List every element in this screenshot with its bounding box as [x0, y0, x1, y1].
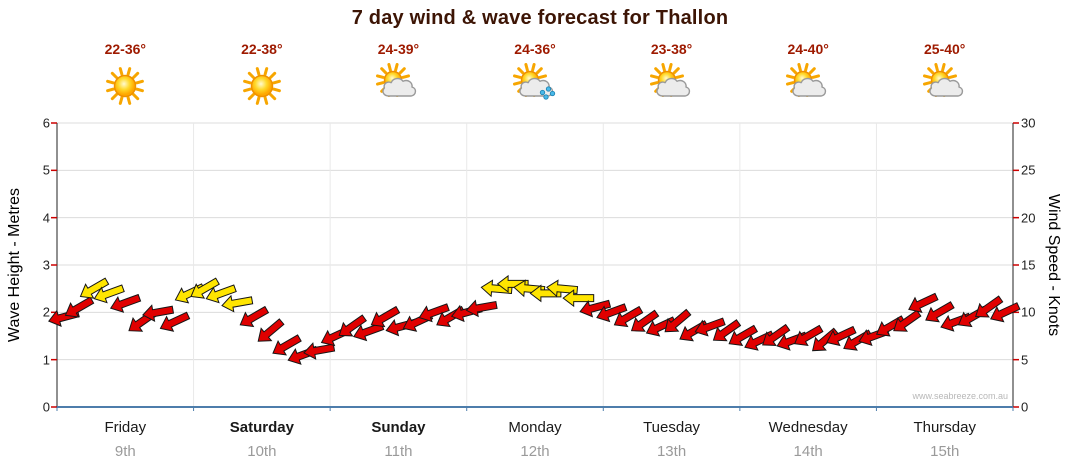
wind-arrow — [613, 305, 644, 328]
date-label: 11th — [384, 443, 413, 460]
wind-arrow — [159, 311, 191, 332]
wind-arrow — [338, 314, 367, 337]
watermark: www.seabreeze.com.au — [912, 391, 1008, 401]
day-label: Sunday — [371, 419, 426, 436]
day-label: Thursday — [913, 419, 976, 436]
wind-axis-tick: 0 — [1021, 399, 1029, 415]
wind-arrow — [579, 299, 612, 318]
temperature-range: 24-40° — [787, 41, 829, 57]
wind-arrow — [205, 284, 237, 304]
wind-arrow — [109, 293, 142, 313]
icon-graphic — [513, 63, 556, 100]
temperature-range: 22-36° — [104, 41, 146, 57]
icon-graphic — [922, 63, 963, 97]
temperature-range: 25-40° — [924, 41, 966, 57]
wave-axis-tick: 2 — [42, 304, 50, 320]
wind-arrow — [793, 324, 824, 347]
wind-arrow — [694, 317, 726, 337]
day-label: Friday — [104, 419, 147, 436]
wind-arrow — [142, 304, 175, 322]
icon-graphic — [786, 63, 827, 97]
temperature-range: 24-36° — [514, 41, 556, 57]
icon-graphic — [242, 67, 281, 105]
day-label: Wednesday — [768, 419, 848, 436]
wind-arrow — [370, 305, 401, 328]
wave-axis-tick: 5 — [42, 162, 50, 178]
wind-arrow — [257, 318, 285, 342]
temperature-range: 24-39° — [377, 41, 420, 57]
day-label: Tuesday — [643, 419, 701, 436]
wind-arrow — [465, 299, 498, 318]
wave-axis-tick: 6 — [42, 115, 50, 131]
wind-arrow — [908, 292, 939, 313]
wind-arrow — [239, 305, 270, 328]
wave-axis-title: Wave Height - Metres — [6, 187, 23, 343]
wind-arrow — [221, 294, 254, 313]
icon-graphic — [376, 63, 417, 97]
icon-graphic — [649, 63, 690, 97]
wave-axis-tick: 3 — [42, 257, 50, 273]
wind-axis-tick: 10 — [1021, 304, 1036, 320]
wind-arrow — [418, 303, 450, 323]
wind-arrow — [990, 302, 1021, 323]
wind-arrow — [826, 325, 857, 347]
wind-arrow — [762, 323, 791, 346]
wind-arrow — [975, 295, 1004, 318]
wind-arrow — [712, 319, 742, 342]
date-label: 14th — [793, 443, 823, 460]
weather-icon-partly-cloudy — [784, 63, 832, 109]
wind-arrow — [562, 289, 595, 308]
chart-title: 7 day wind & wave forecast for Thallon — [351, 7, 729, 29]
wind-arrow — [925, 301, 955, 323]
icon-graphic — [106, 67, 145, 105]
wind-axis-tick: 20 — [1021, 210, 1036, 226]
day-label: Monday — [508, 419, 562, 436]
wind-arrow — [64, 296, 95, 318]
date-label: 12th — [520, 443, 550, 460]
temperature-range: 22-38° — [241, 41, 283, 57]
wave-axis-tick: 0 — [42, 399, 50, 415]
wind-arrow — [93, 284, 125, 304]
wind-arrow — [272, 334, 302, 356]
weather-icon-partly-cloudy — [921, 63, 969, 109]
wind-arrow — [190, 277, 220, 299]
wave-axis-tick: 1 — [42, 352, 50, 368]
wind-arrow — [630, 309, 660, 332]
temperature-range: 23-38° — [650, 41, 693, 57]
weather-icon-sunny — [101, 63, 149, 109]
weather-icon-sunny — [238, 63, 286, 109]
wind-arrow — [893, 309, 922, 332]
wind-axis-tick: 30 — [1021, 115, 1036, 131]
date-label: 15th — [930, 443, 960, 460]
wind-arrow — [79, 277, 110, 299]
weather-icon-rain — [511, 63, 559, 109]
wind-axis-title: Wind Speed - Knots — [1045, 193, 1062, 337]
wind-axis-tick: 25 — [1021, 162, 1036, 178]
wind-axis-tick: 5 — [1021, 352, 1029, 368]
wind-arrow — [664, 308, 692, 333]
date-label: 10th — [247, 443, 277, 460]
weather-icon-partly-cloudy — [648, 63, 696, 109]
day-label: Saturday — [229, 419, 294, 436]
wind-axis-tick: 15 — [1021, 257, 1036, 273]
wind-arrow — [596, 303, 628, 323]
date-label: 9th — [114, 443, 136, 460]
wind-arrow — [546, 279, 579, 298]
wave-axis-tick: 4 — [42, 210, 50, 226]
weather-icon-partly-cloudy — [374, 63, 422, 109]
date-label: 13th — [656, 443, 687, 460]
wind-arrow — [728, 324, 759, 347]
